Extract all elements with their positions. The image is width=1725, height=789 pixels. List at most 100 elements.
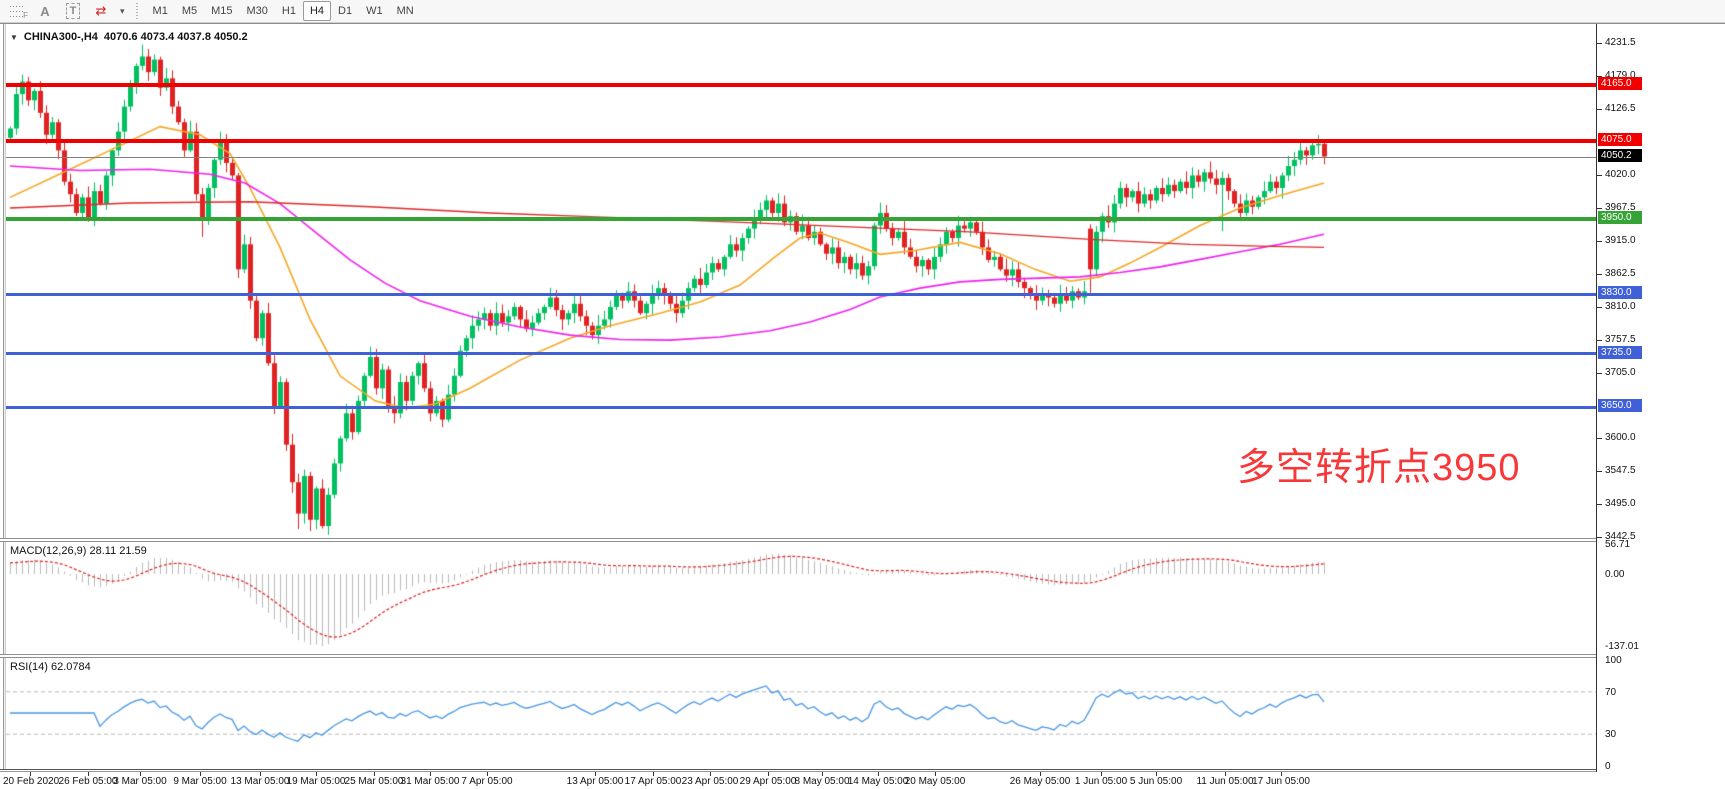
horizontal-level-line-3830.0[interactable] — [6, 292, 1596, 296]
fibonacci-lines-icon[interactable]: F — [4, 1, 30, 21]
timeframe-button-m1[interactable]: M1 — [152, 5, 168, 17]
price-tick-label: 3547.5 — [1605, 465, 1636, 477]
time-tick — [316, 772, 317, 776]
time-tick-label: 20 May 05:00 — [904, 776, 966, 787]
macd-pane-canvas[interactable] — [6, 542, 1596, 654]
chart-title: ▼ CHINA300-,H4 4070.6 4073.4 4037.8 4050… — [10, 31, 248, 43]
price-tick — [1597, 241, 1602, 243]
price-chart-canvas[interactable] — [6, 29, 1596, 538]
time-tick — [1225, 772, 1226, 776]
time-tick — [430, 772, 431, 776]
horizontal-level-line-3950.0[interactable] — [6, 217, 1596, 222]
time-tick-label: 23 Apr 05:00 — [681, 776, 739, 787]
time-tick-label: 11 Jun 05:00 — [1196, 776, 1254, 787]
rsi-axis-label: 30 — [1605, 729, 1617, 741]
time-tick — [1281, 772, 1282, 776]
time-tick-label: 13 Apr 05:00 — [566, 776, 624, 787]
chart-text-annotation[interactable]: 多空转折点3950 — [1237, 447, 1521, 489]
price-tick — [1597, 208, 1602, 210]
time-tick — [140, 772, 141, 776]
timeframe-button-h4[interactable]: H4 — [302, 1, 332, 21]
price-tick-label: 3757.5 — [1605, 333, 1636, 345]
time-tick-label: 13 Mar 05:00 — [230, 776, 290, 787]
price-tick-label: 3967.5 — [1605, 202, 1636, 214]
time-tick — [768, 772, 769, 776]
price-tick — [1597, 75, 1602, 77]
timeframe-button-m5[interactable]: M5 — [181, 5, 198, 17]
price-tick-label: 3862.5 — [1605, 268, 1636, 280]
price-tick — [1597, 108, 1602, 110]
rsi-pane-canvas[interactable] — [6, 658, 1596, 770]
time-tick-label: 29 Apr 05:00 — [739, 776, 797, 787]
price-badge-3950.0: 3950.0 — [1598, 211, 1642, 225]
text-box-icon[interactable]: T — [60, 1, 86, 21]
collapse-caret-icon[interactable]: ▼ — [10, 32, 18, 42]
price-tick — [1597, 537, 1602, 538]
timeframe-button-m30[interactable]: M30 — [246, 5, 268, 17]
time-tick — [260, 772, 261, 776]
horizontal-level-line-4075.0[interactable] — [6, 139, 1596, 143]
price-badge-4075.0: 4075.0 — [1598, 133, 1642, 146]
macd-axis-label: 56.71 — [1605, 539, 1631, 551]
time-tick — [595, 772, 596, 776]
rsi-axis-label: 100 — [1605, 655, 1622, 666]
timeframe-button-m15[interactable]: M15 — [211, 5, 233, 17]
price-tick-label: 3915.0 — [1605, 235, 1636, 247]
horizontal-level-line-3735.0[interactable] — [6, 352, 1596, 356]
arrows-dropdown-caret[interactable]: ▾ — [120, 5, 125, 16]
symbol-label: CHINA300-,H4 — [23, 31, 98, 43]
time-tick — [487, 772, 488, 776]
time-tick-label: 17 Jun 05:00 — [1252, 776, 1310, 787]
timeframe-button-h1[interactable]: H1 — [281, 5, 296, 17]
pane-splitter-rsi[interactable] — [0, 654, 1725, 658]
time-tick — [200, 772, 201, 776]
time-tick — [88, 772, 89, 776]
price-tick — [1597, 504, 1602, 506]
time-tick-label: 1 Jun 05:00 — [1074, 776, 1128, 787]
price-tick — [1597, 175, 1602, 177]
time-tick — [878, 772, 879, 776]
price-tick-label: 4231.5 — [1605, 37, 1636, 49]
time-axis[interactable]: 20 Feb 2020 26 Feb 05:00 3 Mar 05:00 9 Mar … — [0, 772, 1725, 789]
time-tick-label: 17 Apr 05:00 — [624, 776, 682, 787]
chart-window-left-border — [3, 24, 6, 789]
time-tick-label: 20 Feb 2020 — [3, 776, 60, 787]
price-badge-3735.0: 3735.0 — [1598, 345, 1642, 359]
time-tick-label: 7 Apr 05:00 — [461, 776, 513, 787]
toolbar: F A T ⇄ ▾ M1 M5 M15 M30 H1 H4 D1 W1 MN — [0, 0, 1725, 23]
horizontal-level-line-4165.0[interactable] — [6, 82, 1596, 87]
rsi-axis-label: 70 — [1605, 686, 1617, 698]
time-tick — [374, 772, 375, 776]
time-tick-label: 14 May 05:00 — [847, 776, 909, 787]
macd-indicator-label: MACD(12,26,9) 28.11 21.59 — [10, 545, 147, 557]
time-tick — [935, 772, 936, 776]
time-tick-label: 26 Feb 05:00 — [58, 776, 118, 787]
time-tick-label: 5 Jun 05:00 — [1129, 776, 1183, 787]
price-axis[interactable]: 4231.5 4179.0 4126.5 4020.0 3967.5 3915.0 3862… — [1596, 24, 1725, 772]
timeframe-button-mn[interactable]: MN — [396, 5, 414, 17]
rsi-axis-label: 0 — [1605, 761, 1611, 772]
timeframe-button-w1[interactable]: W1 — [366, 5, 383, 17]
macd-axis-label: 0.00 — [1605, 569, 1625, 580]
timeframe-button-d1[interactable]: D1 — [338, 5, 353, 17]
time-tick — [1040, 772, 1041, 776]
price-tick-label: 4179.0 — [1605, 69, 1636, 81]
toolbar-grip[interactable] — [133, 3, 141, 19]
price-tick-label: 3600.0 — [1605, 432, 1636, 444]
time-tick — [1156, 772, 1157, 776]
time-axis-border — [0, 769, 1725, 772]
horizontal-level-line-3650.0[interactable] — [6, 405, 1596, 409]
pane-splitter-macd[interactable] — [0, 538, 1725, 542]
chart-window: ▼ CHINA300-,H4 4070.6 4073.4 4037.8 4050… — [0, 23, 1725, 789]
price-tick-label: 3810.0 — [1605, 300, 1636, 312]
arrows-tool-icon[interactable]: ⇄ — [95, 3, 107, 18]
time-tick — [653, 772, 654, 776]
price-tick — [1597, 274, 1602, 276]
time-tick — [30, 772, 31, 776]
time-tick-label: 19 Mar 05:00 — [286, 776, 346, 787]
rsi-indicator-label: RSI(14) 62.0784 — [10, 661, 91, 673]
price-badge-4050.2: 4050.2 — [1598, 148, 1642, 162]
macd-axis-label: -137.01 — [1605, 641, 1639, 652]
text-label-icon[interactable]: A — [40, 3, 50, 19]
